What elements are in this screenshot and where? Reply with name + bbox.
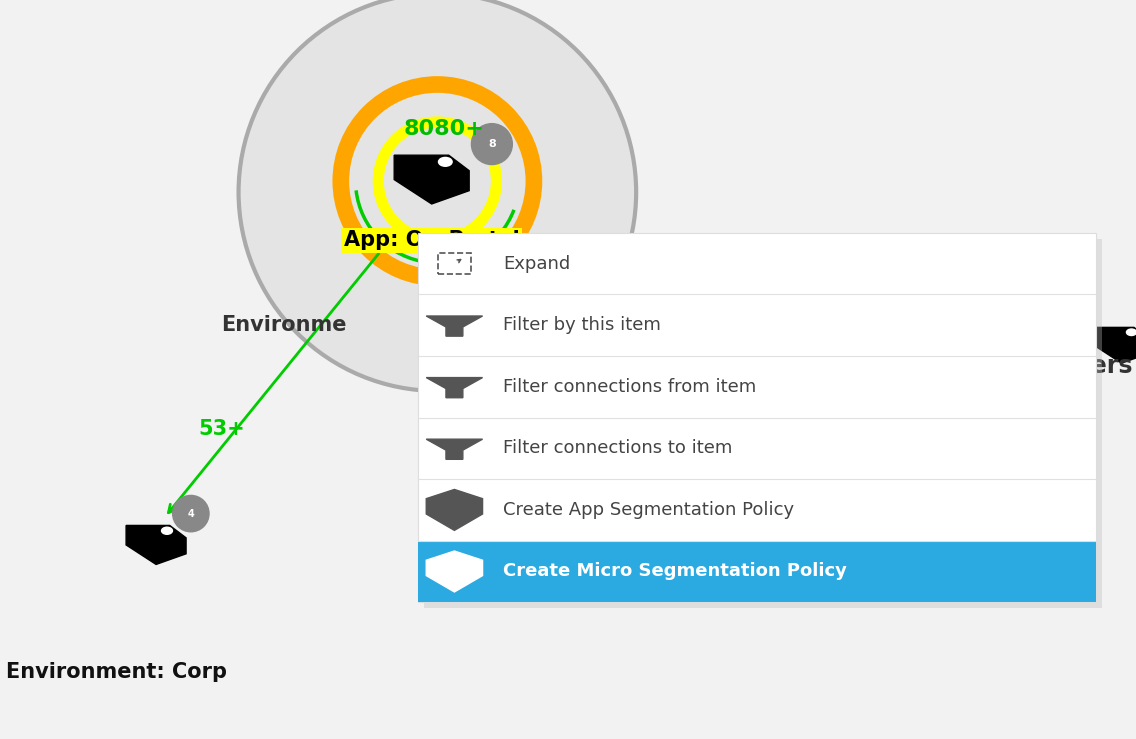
Polygon shape (426, 316, 483, 336)
Text: Environme: Environme (222, 315, 346, 336)
Circle shape (438, 157, 452, 166)
Circle shape (1127, 329, 1136, 336)
Text: ment: Users: ment: Users (971, 354, 1133, 378)
Text: 8: 8 (488, 139, 495, 149)
Text: Expand: Expand (503, 254, 570, 273)
Polygon shape (438, 560, 470, 583)
Circle shape (161, 527, 173, 534)
Polygon shape (394, 155, 469, 204)
Polygon shape (1094, 327, 1136, 363)
Text: Create Micro Segmentation Policy: Create Micro Segmentation Policy (503, 562, 847, 581)
Text: App: OrgPortal: App: OrgPortal (344, 230, 519, 251)
Polygon shape (426, 439, 483, 460)
Text: 8080+: 8080+ (403, 119, 484, 140)
Ellipse shape (239, 0, 636, 391)
Text: Filter connections from item: Filter connections from item (503, 378, 757, 396)
Text: Create App Segmentation Policy: Create App Segmentation Policy (503, 501, 794, 519)
Polygon shape (426, 551, 483, 592)
Text: 53+: 53+ (199, 418, 245, 439)
FancyBboxPatch shape (424, 239, 1102, 608)
Polygon shape (126, 525, 186, 565)
Ellipse shape (173, 495, 209, 532)
Ellipse shape (471, 123, 512, 165)
Polygon shape (426, 378, 483, 398)
Polygon shape (426, 489, 483, 531)
FancyBboxPatch shape (418, 541, 1096, 602)
Text: Environment: Corp: Environment: Corp (6, 662, 227, 683)
FancyBboxPatch shape (418, 233, 1096, 602)
Text: 4: 4 (187, 508, 194, 519)
Text: Filter connections to item: Filter connections to item (503, 439, 733, 457)
Text: Filter by this item: Filter by this item (503, 316, 661, 334)
